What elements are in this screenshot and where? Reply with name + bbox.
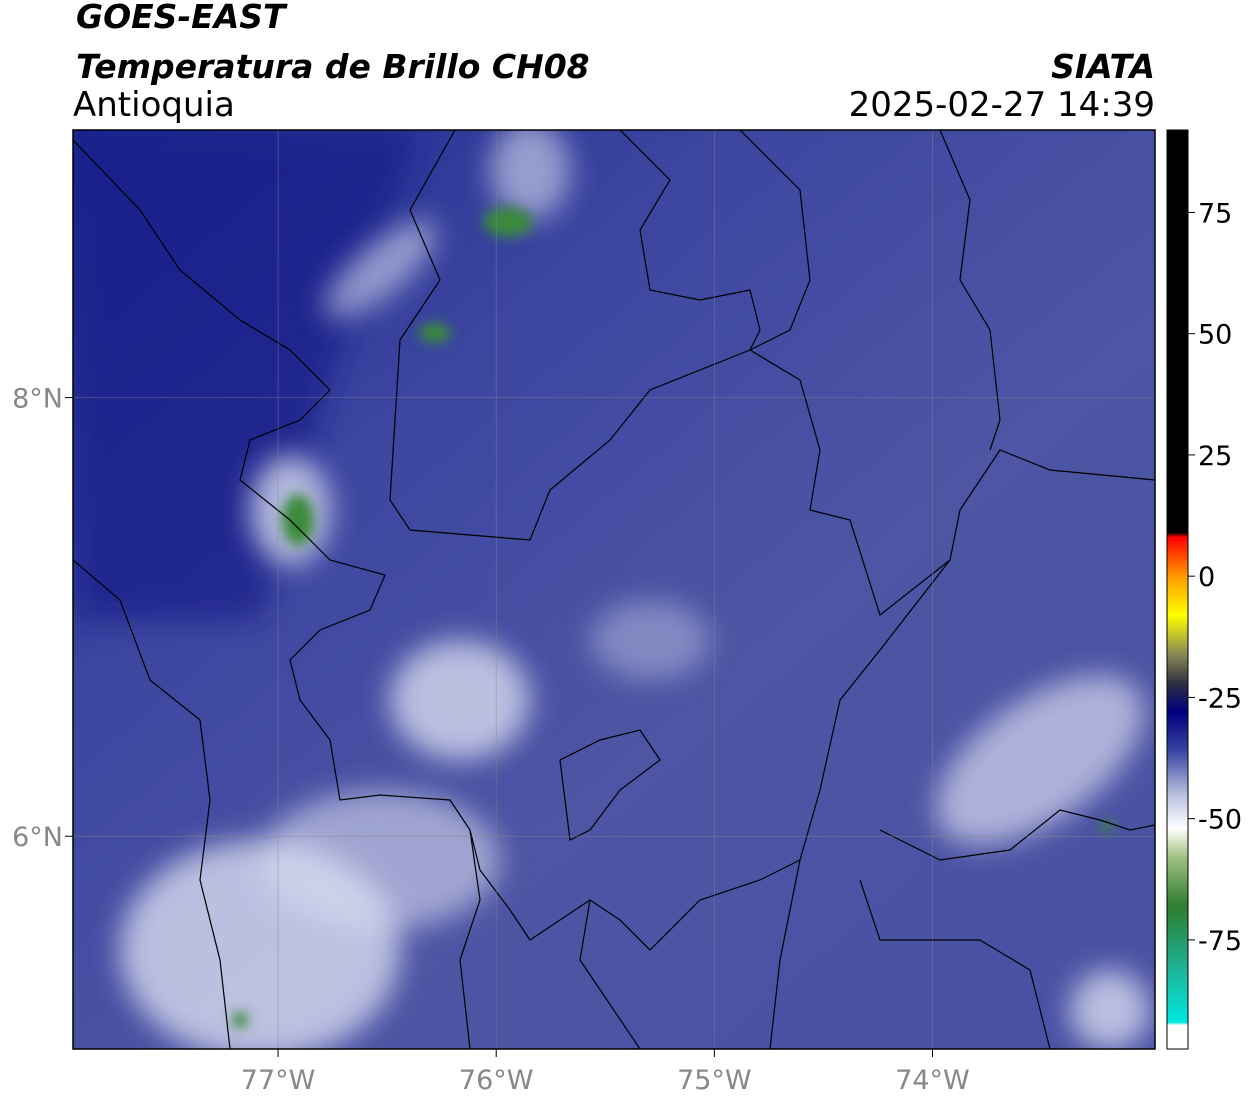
y-tick-label: 6°N [12,822,63,853]
map-frame [72,129,1156,1050]
colorbar-tick-label: 75 [1198,198,1232,229]
colorbar-tick-label: -75 [1198,926,1242,957]
x-tick-label: 74°W [895,1065,970,1096]
colorbar-tick-label: 25 [1198,441,1232,472]
graticule [73,130,1155,1049]
colorbar-tick-label: 50 [1198,320,1232,351]
x-tick-label: 75°W [677,1065,752,1096]
x-tick-label: 77°W [241,1065,316,1096]
map-image [73,130,1155,1049]
region: Antioquia [73,85,235,125]
colorbar-tick-label: 0 [1198,562,1215,593]
y-tick-label: 8°N [12,384,63,415]
title: GOES-EAST [76,0,288,36]
colorbar-tick-label: -50 [1198,805,1242,836]
timestamp: 2025-02-27 14:39 [849,85,1155,125]
colorbar-tick-label: -25 [1198,683,1242,714]
x-tick-label: 76°W [459,1065,534,1096]
colorbar [1166,129,1189,1050]
source: SIATA [1051,47,1155,86]
subtitle: Temperatura de Brillo CH08 [76,47,590,86]
